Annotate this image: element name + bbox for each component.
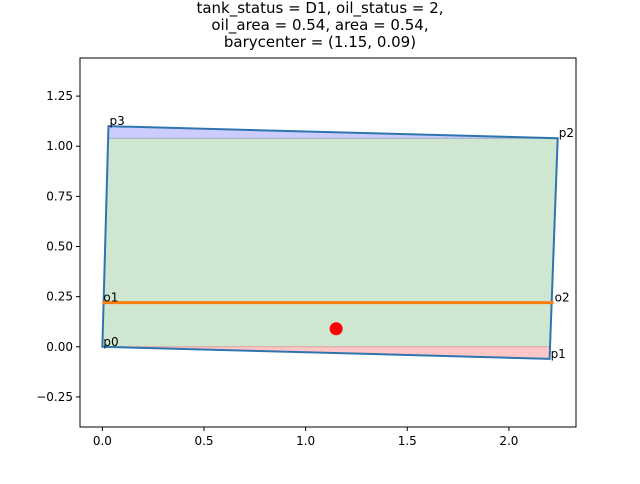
point-label-p1: p1	[551, 347, 566, 361]
y-tick-label: 0.50	[46, 240, 73, 254]
x-tick-label: 1.5	[398, 434, 417, 448]
axes-frame	[79, 57, 577, 428]
y-tick-label: 1.25	[46, 89, 73, 103]
x-tick-label: 2.0	[499, 434, 518, 448]
y-tick-label: 0.00	[46, 340, 73, 354]
x-tick-label: 1.0	[296, 434, 315, 448]
point-label-p2: p2	[559, 126, 574, 140]
point-label-o1: o1	[103, 291, 118, 305]
y-tick-label: 1.00	[46, 139, 73, 153]
x-tick-label: 0.5	[194, 434, 213, 448]
point-label-o2: o2	[555, 291, 570, 305]
chart-title-line-1: tank_status = D1, oil_status = 2,	[196, 0, 444, 17]
x-tick-label: 0.0	[93, 434, 112, 448]
y-tick-label: 0.75	[46, 189, 73, 203]
tank-outline	[101, 125, 559, 360]
chart-title-line-2: oil_area = 0.54, area = 0.54,	[211, 16, 429, 34]
barycenter-point	[329, 322, 343, 336]
y-tick-label: 0.25	[46, 290, 73, 304]
point-label-p0: p0	[103, 335, 118, 349]
y-tick-label: −0.25	[36, 390, 73, 404]
oil-region	[102, 138, 558, 347]
chart-title-line-3: barycenter = (1.15, 0.09)	[223, 33, 417, 51]
point-label-p3: p3	[109, 114, 124, 128]
